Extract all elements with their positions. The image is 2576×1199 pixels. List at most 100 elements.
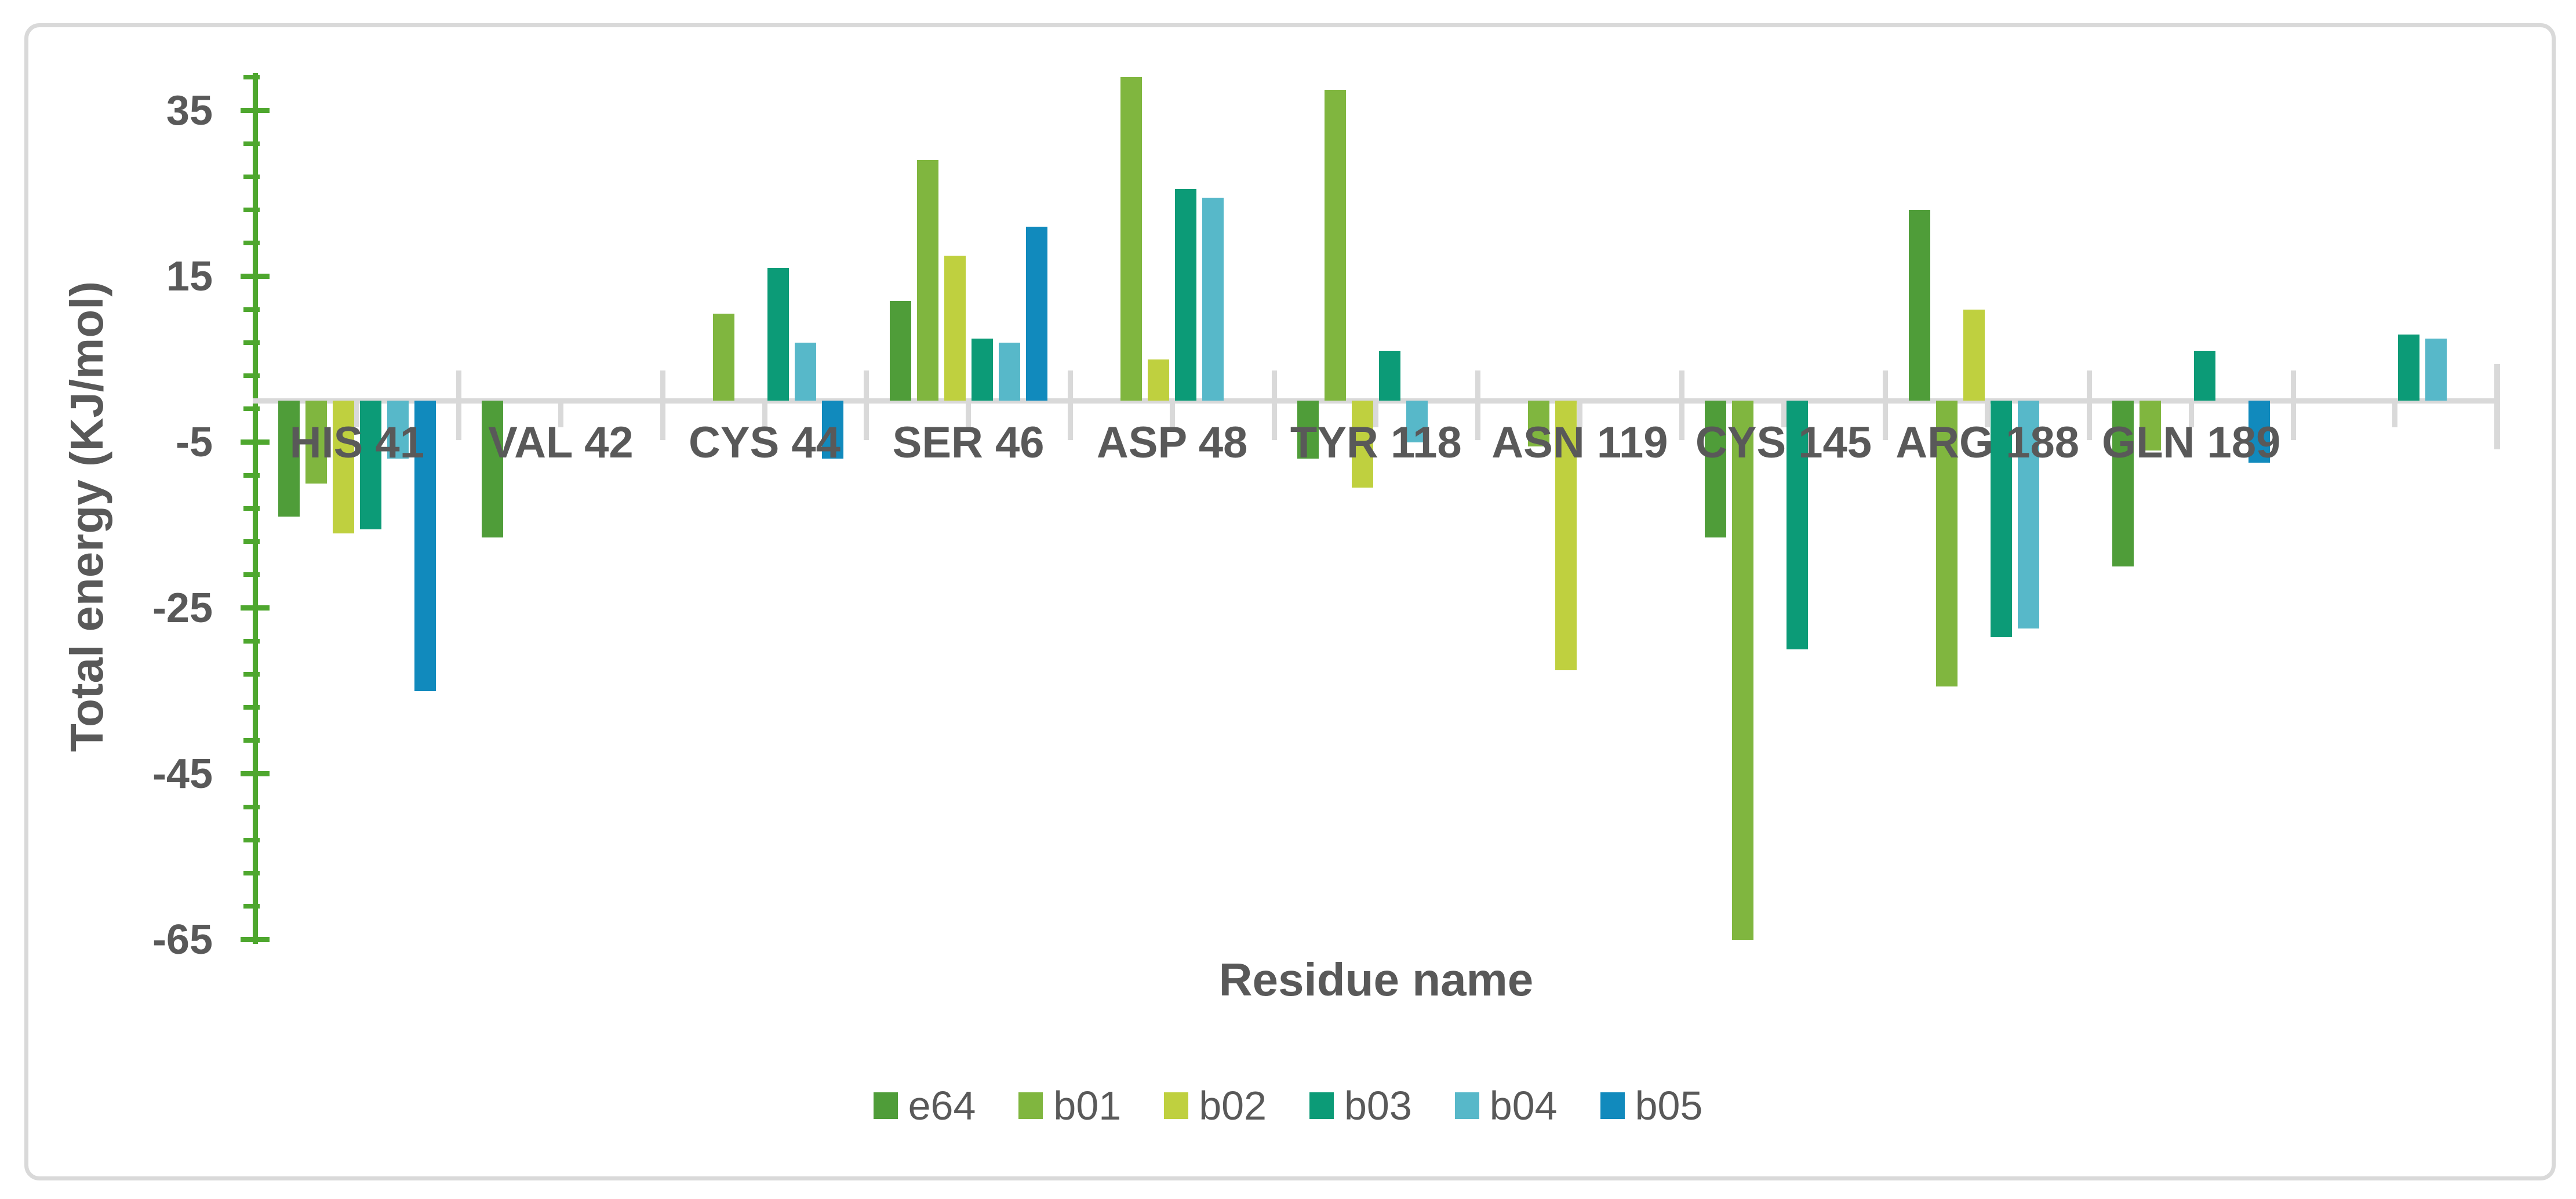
bar-e64-tyr118 <box>1297 401 1319 459</box>
legend-item-b05: b05 <box>1600 1083 1703 1128</box>
y-minor-tick <box>243 539 260 544</box>
category-center-tick <box>2188 403 2194 427</box>
category-center-tick <box>2392 403 2398 427</box>
bar-b04-tyr118 <box>1406 401 1428 442</box>
y-tick-label: -65 <box>152 916 213 963</box>
category-label: TYR 118 <box>1290 418 1462 467</box>
y-minor-tick <box>243 75 260 80</box>
bar-b03-gln189 <box>2194 351 2216 401</box>
y-minor-tick <box>243 506 260 511</box>
bar-b04-arg188 <box>2017 401 2039 629</box>
x-axis-title: Residue name <box>1218 954 1534 1005</box>
bar-b03-ser46 <box>971 338 993 401</box>
legend-item-b04: b04 <box>1454 1083 1558 1128</box>
bar-b05-ser46 <box>1025 226 1047 401</box>
bar-b01-his41 <box>305 401 327 484</box>
y-minor-tick <box>243 406 260 412</box>
bar-b04-last <box>2425 338 2447 401</box>
bar-b02-asp48 <box>1148 359 1170 401</box>
bar-b02-tyr118 <box>1351 401 1373 488</box>
bar-b01-tyr118 <box>1324 89 1346 401</box>
axis-end-tick <box>2494 364 2500 449</box>
y-minor-tick <box>243 473 260 478</box>
category-center-tick <box>1781 403 1787 427</box>
legend-label-b03: b03 <box>1344 1083 1412 1128</box>
bar-b03-tyr118 <box>1378 351 1400 401</box>
chart-frame <box>24 23 2556 1180</box>
bar-b05-gln189 <box>2248 401 2271 463</box>
category-label: CYS 44 <box>689 418 841 467</box>
category-label: SER 46 <box>892 418 1045 467</box>
category-center-tick <box>1169 403 1175 427</box>
category-boundary-tick <box>1067 370 1073 440</box>
bar-b01-asp48 <box>1120 77 1143 401</box>
y-minor-tick <box>243 638 260 644</box>
bar-b03-last <box>2397 334 2419 401</box>
bar-b03-asp48 <box>1175 189 1197 401</box>
bar-b02-arg188 <box>1963 309 1985 401</box>
category-boundary-tick <box>1679 370 1684 440</box>
bar-b02-ser46 <box>944 255 966 401</box>
y-minor-tick <box>243 208 260 213</box>
bar-b01-asn119 <box>1528 401 1550 446</box>
legend-label-b04: b04 <box>1489 1083 1558 1128</box>
legend-item-b03: b03 <box>1309 1085 1412 1126</box>
category-label: ARG 188 <box>1895 418 2079 467</box>
bar-b03-his41 <box>359 401 381 529</box>
legend-swatch-b04 <box>1454 1092 1479 1119</box>
bar-b01-cys44 <box>713 313 734 401</box>
category-center-tick <box>1373 403 1379 427</box>
y-minor-tick <box>243 804 260 809</box>
category-label: CYS 145 <box>1695 418 1872 467</box>
bar-e64-val42 <box>482 401 504 537</box>
category-boundary-tick <box>1271 370 1277 440</box>
y-tick-label: 15 <box>166 253 213 300</box>
category-label: ASN 119 <box>1491 418 1668 467</box>
category-center-tick <box>1985 403 1991 427</box>
legend-label-b02: b02 <box>1199 1083 1267 1128</box>
category-label: ASP 48 <box>1096 418 1248 467</box>
category-label: GLN 189 <box>2102 418 2281 467</box>
y-major-tick <box>241 439 270 445</box>
bar-e64-his41 <box>278 401 300 517</box>
category-boundary-tick <box>456 370 462 440</box>
category-center-tick <box>762 403 767 427</box>
y-minor-tick <box>243 373 260 379</box>
y-tick-label: -25 <box>152 584 213 631</box>
category-center-tick <box>354 403 360 427</box>
x-baseline <box>253 398 2498 404</box>
y-minor-tick <box>243 174 260 179</box>
legend-label-b01: b01 <box>1053 1083 1122 1128</box>
bar-b03-cys44 <box>767 268 789 401</box>
bar-b05-his41 <box>414 401 436 691</box>
bar-b05-cys44 <box>822 401 843 459</box>
legend-item-b02: b02 <box>1164 1085 1267 1126</box>
bar-b04-cys44 <box>795 342 816 401</box>
bar-b01-cys145 <box>1732 401 1753 940</box>
bar-e64-cys145 <box>1705 401 1726 537</box>
y-tick-label: 35 <box>166 87 213 134</box>
legend: e64 b01 b02 b03 b04 b05 <box>0 1085 2576 1126</box>
bar-b04-asp48 <box>1202 197 1224 401</box>
category-label: VAL 42 <box>488 418 634 467</box>
bar-e64-ser46 <box>889 301 911 401</box>
y-minor-tick <box>243 738 260 743</box>
legend-swatch-e64 <box>873 1092 898 1119</box>
bar-b03-arg188 <box>1990 401 2012 637</box>
bar-e64-gln189 <box>2112 401 2134 566</box>
y-major-tick <box>241 274 270 279</box>
category-boundary-tick <box>864 370 869 440</box>
category-boundary-tick <box>2290 370 2296 440</box>
legend-label-b05: b05 <box>1635 1083 1703 1128</box>
y-major-tick <box>241 771 270 776</box>
y-minor-tick <box>243 671 260 677</box>
bar-b01-gln189 <box>2140 401 2162 450</box>
bar-b01-ser46 <box>916 160 938 401</box>
category-boundary-tick <box>2086 370 2092 440</box>
y-minor-tick <box>243 705 260 710</box>
category-boundary-tick <box>1475 370 1481 440</box>
bar-b03-cys145 <box>1787 401 1808 649</box>
